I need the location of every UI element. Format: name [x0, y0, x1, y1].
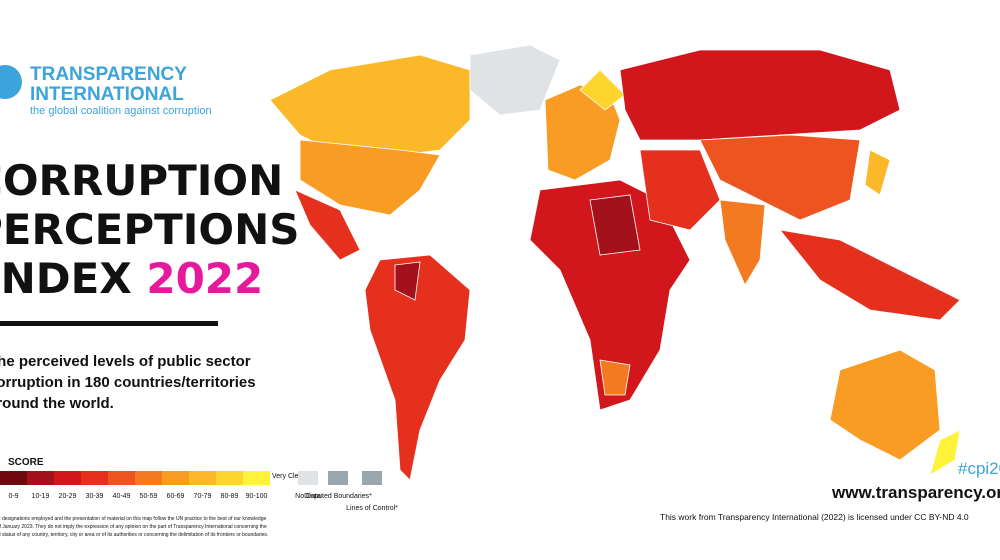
japan: [864, 149, 891, 196]
legend-label: 70-79: [194, 493, 212, 500]
legend-swatch: [81, 471, 108, 485]
legend-swatch: [54, 471, 81, 485]
legend-label: 60-69: [167, 493, 185, 500]
disclaimer-line: *The designations employed and the prese…: [0, 516, 266, 522]
mexico: [294, 189, 361, 261]
legend-swatch: [27, 471, 54, 485]
disclaimer: *The designations employed and the prese…: [0, 516, 268, 538]
title: INDEX: [0, 254, 132, 303]
legend-label: 10-19: [32, 493, 50, 500]
legend-swatch: [162, 471, 189, 485]
subtitle-line: around the world.: [0, 395, 114, 412]
hashtag: #cpi2022: [958, 459, 1000, 478]
disclaimer-line: legal status of any country, territory, …: [0, 532, 268, 538]
loc-swatch: [362, 471, 382, 485]
disputed-label: Disputed Boundaries*: [304, 493, 372, 500]
legend-title: SCORE: [8, 457, 44, 468]
legend-swatch: [0, 471, 27, 485]
logo-mark: [0, 65, 22, 99]
china: [699, 134, 861, 221]
sahel: [589, 194, 641, 256]
legend-swatch: [216, 471, 243, 485]
legend-swatch: [243, 471, 270, 485]
russia: [619, 49, 901, 141]
no-data-swatch: [298, 471, 318, 485]
legend-label: 90-100: [246, 493, 268, 500]
divider: [0, 321, 218, 326]
legend-swatch: [108, 471, 135, 485]
new-zealand: [929, 429, 961, 476]
southern-africa: [599, 359, 631, 396]
license: This work from Transparency Internationa…: [660, 512, 969, 522]
legend-label: 40-49: [113, 493, 131, 500]
title: CORRUPTION: [0, 156, 283, 205]
usa: [299, 139, 441, 216]
subtitle-line: The perceived levels of public sector: [0, 353, 251, 370]
subtitle: The perceived levels of public sector cor…: [0, 353, 256, 412]
venezuela: [394, 261, 421, 301]
logo-name: TRANSPARENCY: [30, 64, 187, 85]
logo-tagline: the global coalition against corruption: [30, 105, 212, 117]
legend-label: 50-59: [140, 493, 158, 500]
world-map: [269, 44, 961, 481]
south-america: [364, 254, 471, 481]
legend-label: 30-39: [86, 493, 104, 500]
australia: [829, 349, 941, 461]
url: www.transparency.org/cpi: [831, 483, 1000, 502]
legend-swatch: [189, 471, 216, 485]
legend: SCORE 0-9 10-19 20-29 30-39 40-49 50-59 60-69 70…: [0, 457, 398, 512]
subtitle-line: corruption in 180 countries/territories: [0, 374, 256, 391]
legend-label: 0-9: [8, 493, 18, 500]
no-data-label: No Data: [295, 493, 321, 500]
title-year: 2022: [146, 254, 263, 303]
disclaimer-line: as of January 2023. They do not imply th…: [0, 524, 267, 530]
legend-end-label: Very Clean: [272, 473, 306, 480]
legend-swatch: [135, 471, 162, 485]
middle-east: [639, 149, 721, 231]
logo-name: INTERNATIONAL: [30, 84, 184, 105]
greenland: [469, 44, 561, 116]
southeast-asia: [779, 229, 961, 321]
india: [719, 199, 766, 286]
legend-label: 80-89: [221, 493, 239, 500]
legend-label: 20-29: [59, 493, 77, 500]
disputed-swatch: [328, 471, 348, 485]
title: PERCEPTIONS: [0, 205, 300, 254]
loc-label: Lines of Control*: [346, 505, 398, 512]
title: INDEX 2022: [0, 254, 263, 303]
